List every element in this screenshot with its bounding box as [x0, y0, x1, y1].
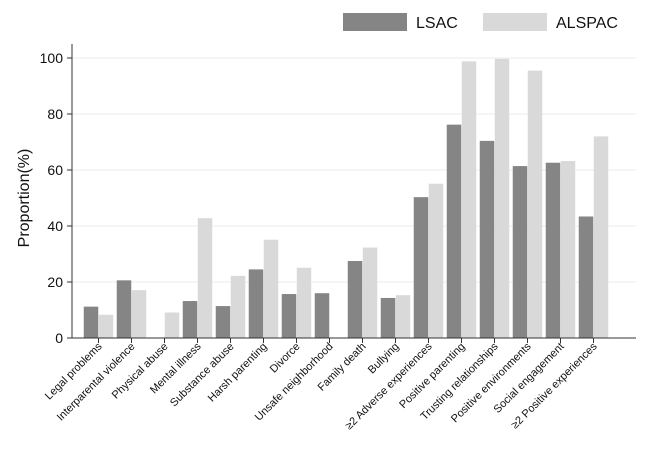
bar-lsac-7 — [314, 293, 330, 338]
bar-lsac-1 — [116, 280, 132, 338]
bar-alspac-6 — [296, 267, 312, 338]
bar-alspac-13 — [527, 70, 543, 338]
bar-lsac-11 — [446, 124, 462, 338]
bar-alspac-11 — [461, 61, 477, 339]
bar-alspac-14 — [560, 161, 576, 338]
bar-lsac-14 — [545, 162, 561, 338]
y-tick-label: 0 — [55, 330, 63, 346]
y-tick-label: 100 — [40, 50, 64, 66]
y-tick-labels: 0 20 40 60 80 100 — [40, 50, 64, 346]
bar-alspac-2 — [164, 312, 180, 338]
bar-lsac-5 — [248, 269, 264, 338]
bar-alspac-8 — [362, 247, 378, 338]
bar-alspac-1 — [131, 290, 147, 338]
legend: LSAC ALSPAC — [343, 13, 618, 32]
bar-lsac-10 — [413, 197, 429, 338]
legend-swatch-lsac — [343, 13, 407, 31]
legend-swatch-alspac — [483, 13, 547, 31]
bar-alspac-4 — [230, 275, 246, 338]
bar-lsac-3 — [182, 301, 198, 338]
y-axis-title: Proportion(%) — [16, 149, 33, 248]
legend-label-lsac: LSAC — [416, 15, 458, 32]
y-tick-label: 20 — [47, 274, 63, 290]
bar-alspac-0 — [98, 314, 114, 338]
bar-lsac-4 — [215, 306, 231, 338]
bar-lsac-8 — [347, 261, 363, 338]
bars — [83, 58, 609, 339]
bar-lsac-15 — [578, 216, 594, 338]
bar-lsac-9 — [380, 297, 396, 338]
bar-alspac-3 — [197, 218, 213, 338]
bar-lsac-12 — [479, 140, 495, 338]
bar-alspac-10 — [428, 183, 444, 338]
legend-label-alspac: ALSPAC — [556, 15, 618, 32]
bar-alspac-5 — [263, 239, 279, 338]
bar-lsac-0 — [83, 306, 99, 338]
x-category-label: Harsh parenting — [206, 341, 270, 405]
bar-lsac-13 — [512, 166, 528, 338]
bar-lsac-6 — [281, 294, 297, 338]
bar-alspac-9 — [395, 295, 411, 338]
y-tick-label: 80 — [47, 106, 63, 122]
y-tick-label: 40 — [47, 218, 63, 234]
x-category-label: Legal problems — [43, 340, 105, 402]
axes — [67, 44, 636, 343]
y-tick-label: 60 — [47, 162, 63, 178]
bar-alspac-15 — [593, 136, 609, 338]
bar-alspac-12 — [494, 58, 510, 339]
